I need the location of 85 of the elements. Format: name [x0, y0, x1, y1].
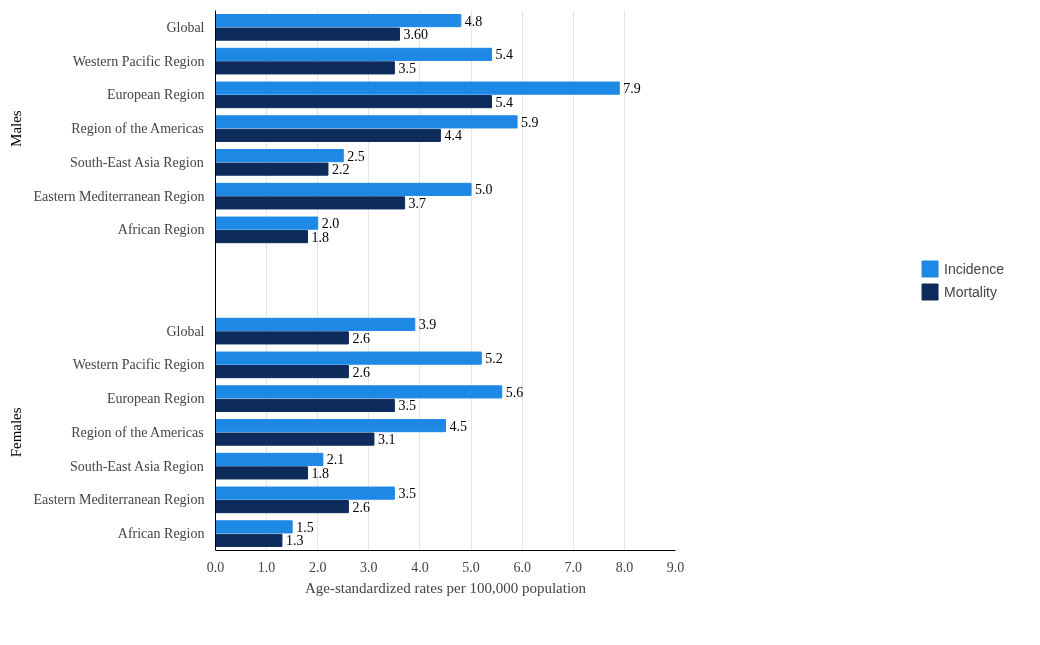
bar [215, 331, 349, 345]
legend-label: Mortality [944, 283, 997, 300]
data-label: 2.0 [321, 216, 340, 232]
data-label: 5.4 [495, 47, 513, 63]
bar [215, 520, 293, 534]
x-tick-label: 1.0 [257, 559, 276, 575]
data-label: 1.8 [311, 465, 329, 481]
bar [215, 182, 472, 196]
bar [215, 27, 400, 41]
data-label: 1.3 [285, 533, 304, 549]
y-tick-label: Global [166, 19, 205, 35]
y-tick-label: Region of the Americas [71, 121, 204, 137]
data-label: 5.0 [475, 182, 493, 198]
data-label: 3.7 [408, 195, 427, 211]
data-label: 3.5 [398, 60, 416, 76]
data-label: 2.1 [326, 452, 345, 468]
data-label: 4.5 [449, 418, 467, 434]
x-tick-label: 4.0 [411, 559, 429, 575]
data-label: 3.1 [377, 432, 396, 448]
x-tick-label: 8.0 [615, 559, 634, 575]
bar [215, 317, 416, 331]
data-label: 2.2 [331, 162, 350, 178]
bar [215, 466, 308, 480]
y-tick-label: African Region [117, 526, 205, 542]
bar [215, 398, 395, 412]
bar [215, 500, 349, 514]
data-label: 5.2 [485, 351, 503, 367]
bar [215, 162, 329, 176]
bar [215, 432, 375, 446]
data-label: 3.5 [398, 398, 416, 414]
x-axis-title: Age-standardized rates per 100,000 population [304, 579, 587, 596]
y-tick-label: European Region [106, 87, 205, 103]
text: Males [7, 110, 24, 147]
bar [215, 486, 395, 500]
data-label: 3.5 [398, 486, 416, 502]
y-tick-label: Western Pacific Region [72, 357, 205, 373]
data-label: 2.6 [352, 364, 370, 380]
y-tick-label: African Region [117, 222, 205, 238]
data-label: 7.9 [623, 81, 641, 97]
bar [215, 452, 324, 466]
x-tick-label: 5.0 [462, 559, 480, 575]
x-tick-label: 7.0 [564, 559, 583, 575]
legend-label: Incidence [944, 260, 1004, 277]
data-label: 5.6 [505, 384, 524, 400]
data-label: 1.5 [296, 519, 314, 535]
y-tick-label: Global [166, 323, 205, 339]
bar [215, 81, 620, 95]
x-tick-label: 3.0 [360, 559, 378, 575]
bar [215, 351, 482, 365]
bar [215, 385, 503, 399]
bar [215, 47, 492, 61]
bar [215, 419, 446, 433]
data-label: 4.4 [444, 128, 462, 144]
y-tick-label: European Region [106, 391, 205, 407]
bar [215, 95, 492, 109]
y-tick-label: Eastern Mediterranean Region [33, 492, 205, 508]
x-tick-label: 6.0 [513, 559, 531, 575]
data-label: 5.4 [495, 94, 513, 110]
x-tick-label: 0.0 [206, 559, 225, 575]
bar [215, 196, 406, 210]
y-tick-label: South-East Asia Region [69, 458, 204, 474]
bar [215, 61, 395, 75]
data-label: 2.5 [347, 148, 365, 164]
data-label: 4.8 [464, 13, 483, 29]
text: Females [7, 407, 24, 458]
bar [215, 14, 462, 28]
data-label: 3.9 [418, 317, 437, 333]
y-tick-label: Western Pacific Region [72, 53, 205, 69]
bar [215, 128, 441, 142]
data-label: 2.6 [352, 499, 370, 515]
data-label: 3.60 [403, 27, 428, 43]
data-label: 1.8 [311, 229, 329, 245]
y-tick-label: Eastern Mediterranean Region [33, 188, 205, 204]
y-tick-label: South-East Asia Region [69, 154, 204, 170]
x-tick-label: 9.0 [666, 559, 685, 575]
bar [215, 149, 344, 163]
bar [215, 216, 319, 230]
bar [215, 230, 308, 244]
data-label: 5.9 [521, 114, 539, 130]
y-tick-label: Region of the Americas [71, 424, 204, 440]
data-label: 2.6 [352, 330, 370, 346]
bar [215, 365, 349, 379]
bar [215, 533, 283, 547]
bar [215, 115, 518, 129]
x-tick-label: 2.0 [308, 559, 327, 575]
